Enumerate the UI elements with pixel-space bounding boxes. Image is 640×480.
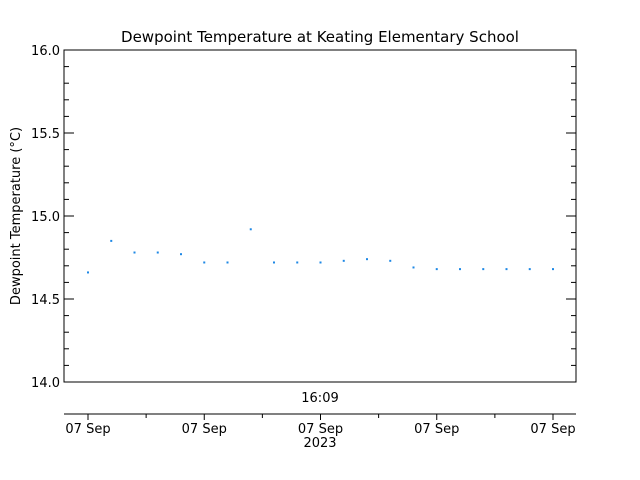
x-tick-label: 07 Sep <box>414 422 459 437</box>
y-axis-label: Dewpoint Temperature (°C) <box>9 127 24 305</box>
data-point <box>319 261 322 264</box>
data-point <box>133 251 136 254</box>
data-point <box>528 268 531 271</box>
data-point <box>156 251 159 254</box>
x-axis-ticks <box>87 414 554 420</box>
x-tick-label: 07 Sep <box>65 422 110 437</box>
data-point <box>505 268 508 271</box>
y-tick-label: 16.0 <box>31 44 60 59</box>
time-label: 16:09 <box>301 391 338 406</box>
data-point <box>180 253 182 256</box>
data-point <box>110 239 113 242</box>
x-axis-tick-labels: 07 Sep 07 Sep 07 Sep 07 Sep 07 Sep <box>65 422 575 437</box>
data-point <box>412 266 415 269</box>
y-axis-tick-labels: 14.0 14.5 15.0 15.5 16.0 <box>31 44 60 391</box>
data-point <box>87 271 89 274</box>
y-tick-label: 15.5 <box>31 127 60 142</box>
y-tick-label: 14.0 <box>31 376 60 391</box>
data-points <box>87 228 554 274</box>
data-point <box>296 261 299 264</box>
y-tick-label: 15.0 <box>31 210 60 225</box>
data-point <box>273 261 275 264</box>
x-tick-label: 07 Sep <box>298 422 343 437</box>
x-tick-label: 07 Sep <box>530 422 575 437</box>
year-label: 2023 <box>303 436 336 451</box>
plot-frame <box>63 49 577 383</box>
data-point <box>459 268 461 271</box>
data-point <box>482 268 485 271</box>
chart-title: Dewpoint Temperature at Keating Elementa… <box>121 28 519 46</box>
y-tick-label: 14.5 <box>31 293 60 308</box>
x-tick-label: 07 Sep <box>182 422 227 437</box>
data-point <box>342 259 345 262</box>
y-axis-ticks <box>64 49 576 383</box>
data-point <box>226 261 229 264</box>
data-point <box>203 261 206 264</box>
data-point <box>389 259 392 262</box>
data-point <box>552 268 554 271</box>
data-point <box>249 228 252 231</box>
data-point <box>366 258 368 261</box>
data-point <box>435 268 438 271</box>
